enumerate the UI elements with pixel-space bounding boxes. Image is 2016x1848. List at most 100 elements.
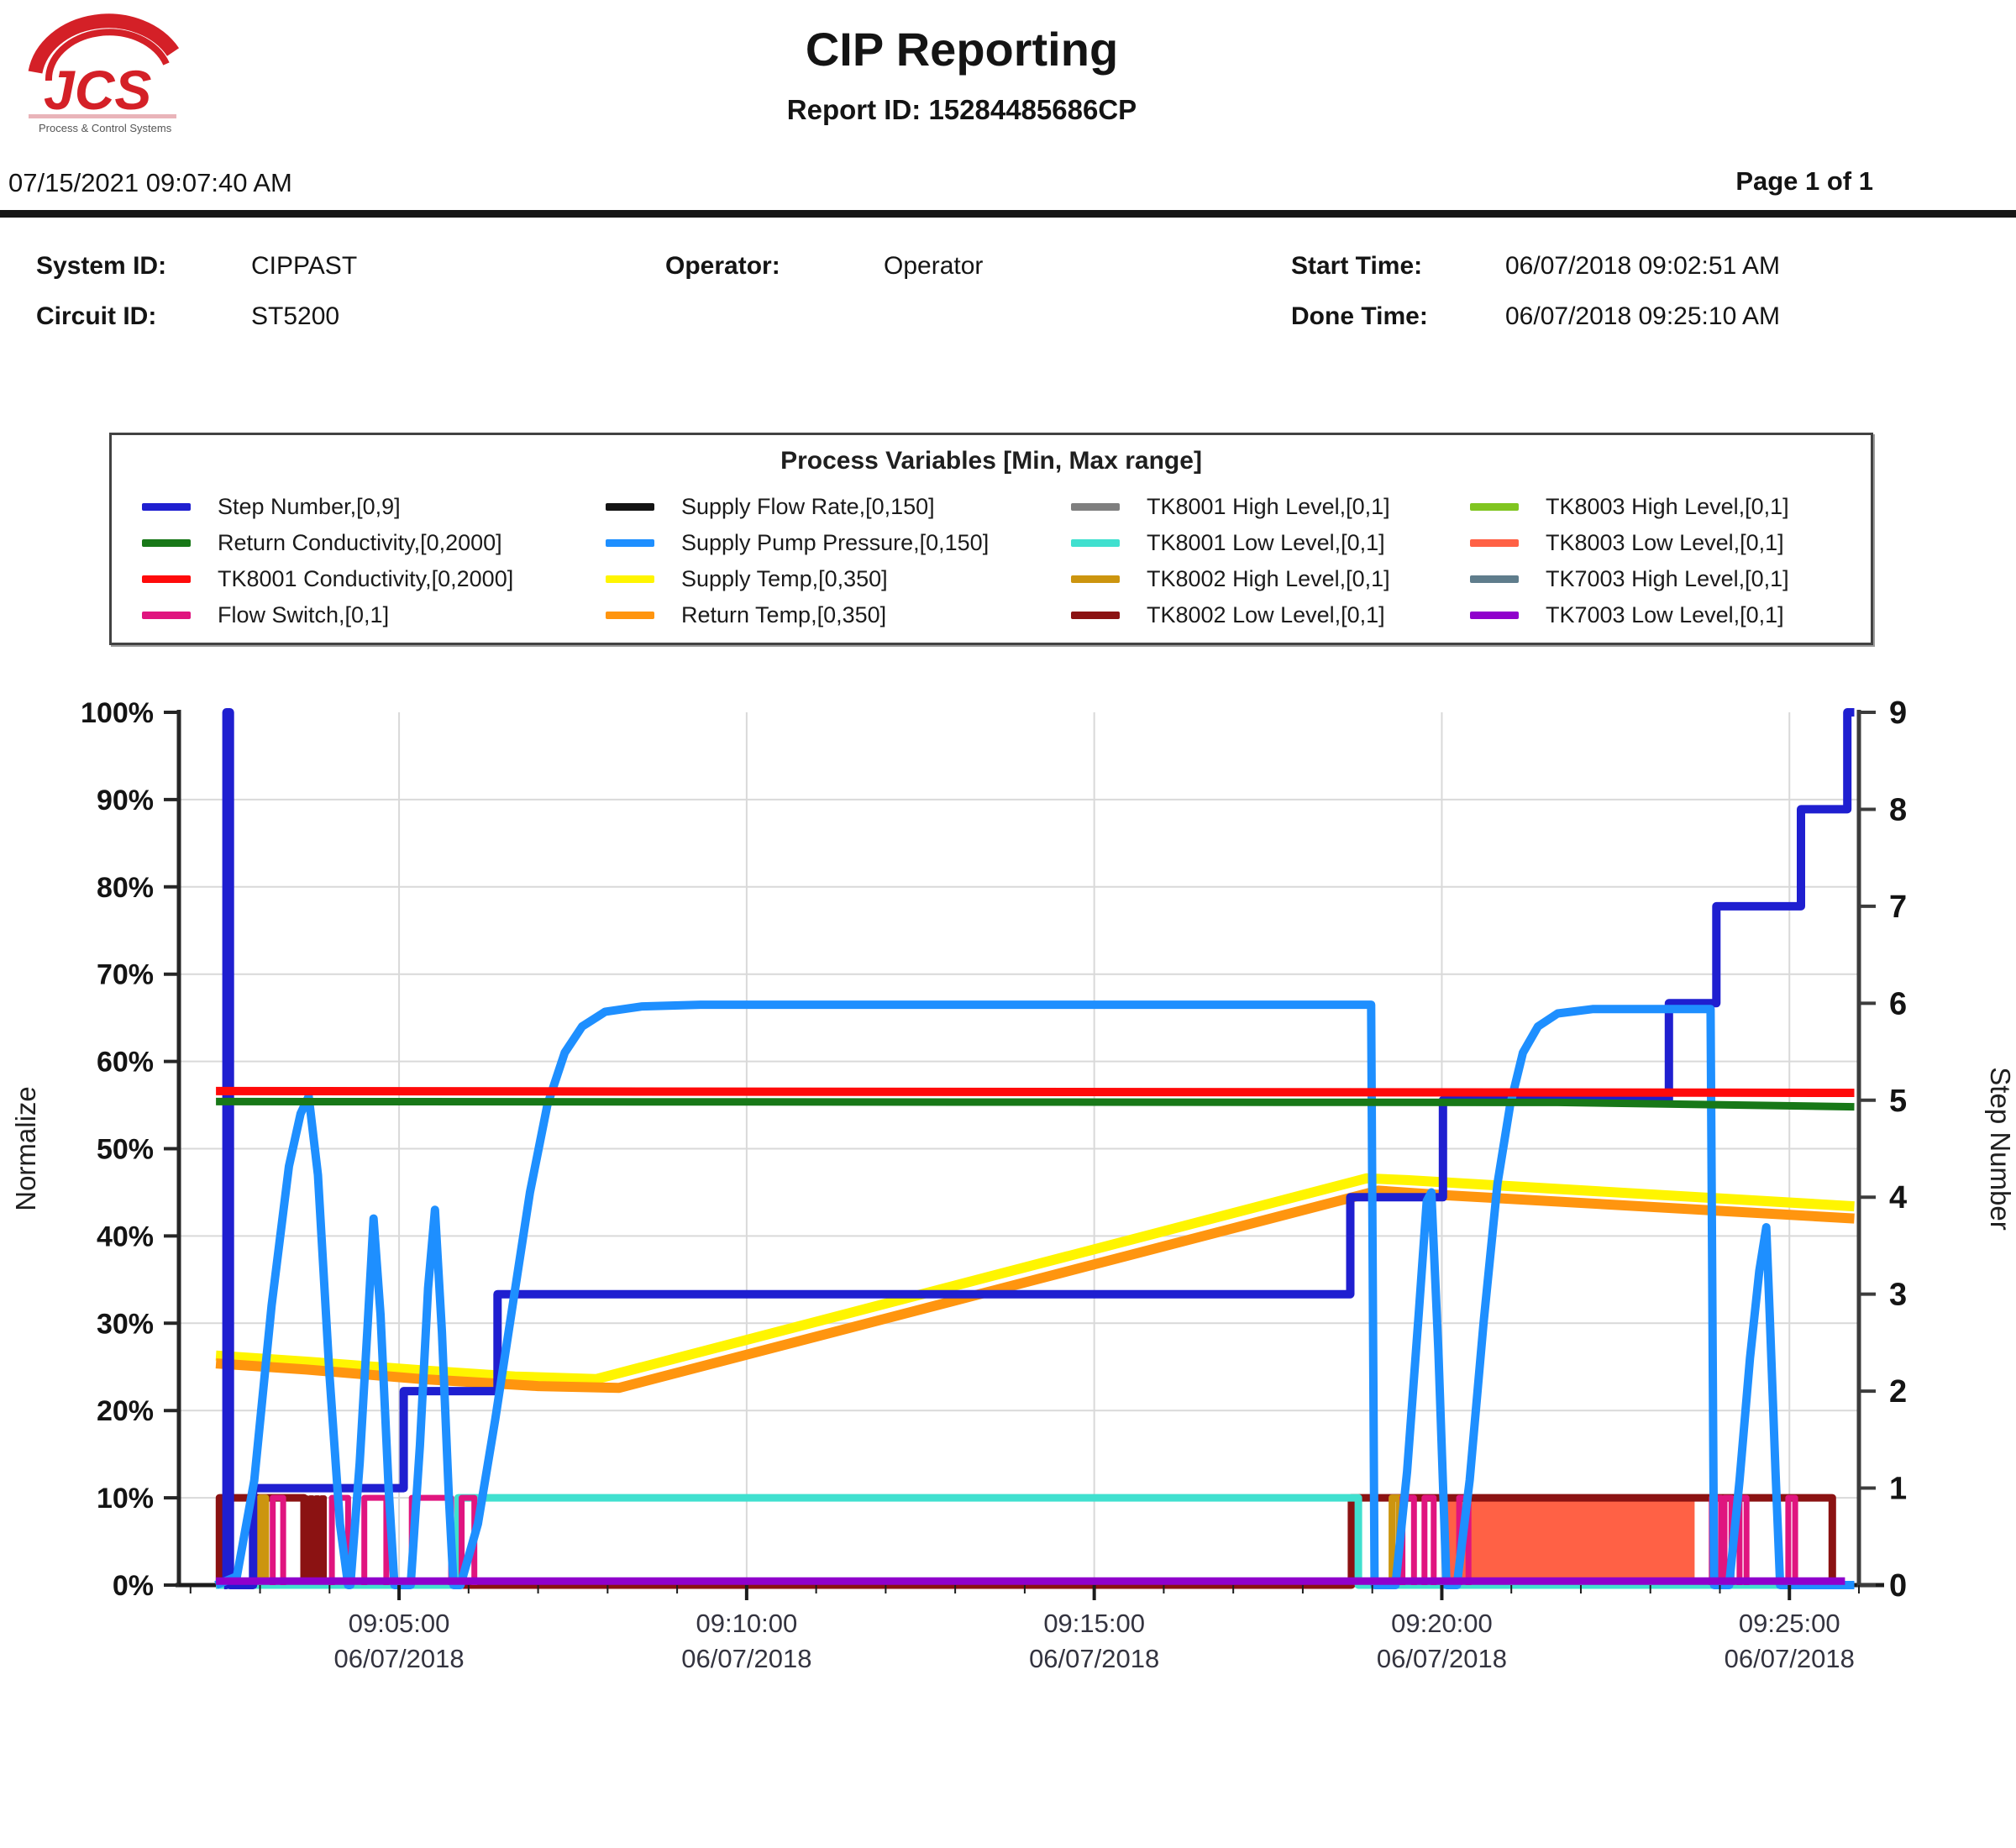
y-axis-left-tick-label: 40% [97, 1221, 154, 1252]
legend-label: TK7003 High Level,[0,1] [1546, 566, 1789, 591]
legend-label: TK8001 Low Level,[0,1] [1147, 530, 1385, 555]
legend-title: Process Variables [Min, Max range] [780, 447, 1202, 475]
legend-swatch-icon [1071, 575, 1120, 583]
y-axis-right-tick-label: 9 [1889, 696, 1907, 731]
legend-label: TK8003 High Level,[0,1] [1546, 494, 1789, 519]
legend-item: Flow Switch,[0,1] [142, 597, 606, 633]
y-axis-left-tick-label: 60% [97, 1047, 154, 1079]
legend-swatch-icon [606, 575, 654, 583]
jcs-logo: JCS Process & Control Systems [28, 13, 180, 134]
legend-swatch-icon [1470, 539, 1519, 547]
legend-item: Return Temp,[0,350] [606, 597, 1071, 633]
legend-swatch-icon [606, 539, 654, 547]
legend-label: Return Conductivity,[0,2000] [218, 530, 502, 555]
legend-label: TK8003 Low Level,[0,1] [1546, 530, 1784, 555]
legend-swatch-icon [1470, 612, 1519, 619]
process-chart: 0% 10% 20% 30% 40% 50% 60% 70% 80% 90% 100% 0 1 2 3 4 5 6… [10, 696, 2016, 1673]
legend-item: TK8001 Conductivity,[0,2000] [142, 561, 606, 597]
y-axis-left-tick-label: 70% [97, 959, 154, 991]
legend-box: Process Variables [Min, Max range] Step … [109, 433, 1873, 645]
logo-swoosh2-icon [45, 29, 170, 81]
done-time-label: Done Time: [1291, 302, 1428, 330]
x-axis-tick-label: 09:25:00 06/07/2018 [1725, 1609, 1855, 1673]
legend-item: Step Number,[0,9] [142, 489, 606, 525]
legend-item: Return Conductivity,[0,2000] [142, 525, 606, 561]
y-axis-left-tick-label: 0% [113, 1570, 154, 1602]
legend-swatch-icon [142, 503, 191, 511]
legend-label: TK8002 Low Level,[0,1] [1147, 602, 1385, 627]
legend-swatch-icon [1071, 539, 1120, 547]
series-tk8001-low-level [216, 1494, 1845, 1589]
legend-item: TK8002 High Level,[0,1] [1071, 561, 1470, 597]
y-axis-left-title: Normalize [10, 1086, 41, 1211]
y-axis-right-tick-label: 7 [1889, 890, 1907, 925]
legend-swatch-icon [1470, 575, 1519, 583]
legend-label: Supply Temp,[0,350] [681, 566, 888, 591]
legend-label: TK8001 High Level,[0,1] [1147, 494, 1390, 519]
start-time-value: 06/07/2018 09:02:51 AM [1505, 252, 1780, 280]
legend-grid: Step Number,[0,9] Return Conductivity,[0,… [142, 489, 1871, 633]
legend-label: Supply Flow Rate,[0,150] [681, 494, 935, 519]
legend-item: Supply Pump Pressure,[0,150] [606, 525, 1071, 561]
legend-swatch-icon [142, 612, 191, 619]
page-number: Page 1 of 1 [1735, 166, 1873, 196]
legend-swatch-icon [142, 575, 191, 583]
logo-caption: Process & Control Systems [39, 122, 172, 134]
legend-label: TK7003 Low Level,[0,1] [1546, 602, 1784, 627]
report-id: Report ID: 15284485686CP [786, 94, 1137, 125]
y-axis-right-tick-label: 2 [1889, 1374, 1907, 1410]
page-title: CIP Reporting [805, 23, 1119, 76]
legend-item: TK8001 Low Level,[0,1] [1071, 525, 1470, 561]
system-id-label: System ID: [36, 252, 167, 280]
legend-item: TK8003 High Level,[0,1] [1470, 489, 1871, 525]
x-axis-tick-label: 09:15:00 06/07/2018 [1029, 1609, 1159, 1673]
legend-item: TK7003 High Level,[0,1] [1470, 561, 1871, 597]
y-axis-left-tick-label: 90% [97, 785, 154, 816]
legend-label: Return Temp,[0,350] [681, 602, 887, 627]
legend-swatch-icon [1071, 612, 1120, 619]
legend-item: TK7003 Low Level,[0,1] [1470, 597, 1871, 633]
y-axis-right-title: Step Number [1985, 1067, 2016, 1230]
y-axis-right-tick-label: 6 [1889, 986, 1907, 1021]
y-axis-left-tick-label: 50% [97, 1134, 154, 1166]
series-return-conductivity [216, 1097, 1855, 1111]
x-axis-tick-label: 09:10:00 06/07/2018 [681, 1609, 811, 1673]
done-time-value: 06/07/2018 09:25:10 AM [1505, 302, 1780, 330]
legend-label: TK8002 High Level,[0,1] [1147, 566, 1390, 591]
y-axis-right-tick-label: 0 [1889, 1568, 1907, 1604]
header-rule [0, 210, 2016, 218]
legend-item: TK8001 High Level,[0,1] [1071, 489, 1470, 525]
legend-label: Step Number,[0,9] [218, 494, 401, 519]
series-return-temp [215, 1185, 1855, 1394]
legend-item: TK8003 Low Level,[0,1] [1470, 525, 1871, 561]
circuit-id-value: ST5200 [251, 302, 340, 330]
y-axis-right-tick-label: 8 [1889, 792, 1907, 827]
y-axis-right-tick-label: 1 [1889, 1472, 1907, 1507]
legend-swatch-icon [1470, 503, 1519, 511]
circuit-id-label: Circuit ID: [36, 302, 157, 330]
y-axis-left-tick-label: 20% [97, 1395, 154, 1427]
y-axis-right-tick-label: 3 [1889, 1278, 1907, 1313]
operator-label: Operator: [665, 252, 780, 280]
x-axis-tick-label: 09:05:00 06/07/2018 [333, 1609, 464, 1673]
y-axis-right-tick-label: 4 [1889, 1180, 1907, 1215]
y-axis-right-tick-label: 5 [1889, 1084, 1907, 1119]
legend-swatch-icon [606, 503, 654, 511]
legend-item: Supply Temp,[0,350] [606, 561, 1071, 597]
legend-item: Supply Flow Rate,[0,150] [606, 489, 1071, 525]
series-tk8003-low-level [1444, 1495, 1696, 1588]
legend-item: TK8002 Low Level,[0,1] [1071, 597, 1470, 633]
series-tk8002-low-level [215, 1494, 1845, 1589]
legend-swatch-icon [1071, 503, 1120, 511]
y-axis-left-tick-label: 30% [97, 1308, 154, 1340]
series-tk8002-high-level [256, 1494, 1403, 1585]
logo-swoosh-icon [28, 13, 180, 74]
legend-swatch-icon [142, 539, 191, 547]
series-step-number [222, 708, 1855, 1589]
logo-text: JCS [44, 59, 151, 121]
logo-underline [29, 114, 176, 118]
y-axis-left-tick-label: 100% [81, 697, 154, 729]
legend-swatch-icon [606, 612, 654, 619]
operator-value: Operator [884, 252, 984, 280]
